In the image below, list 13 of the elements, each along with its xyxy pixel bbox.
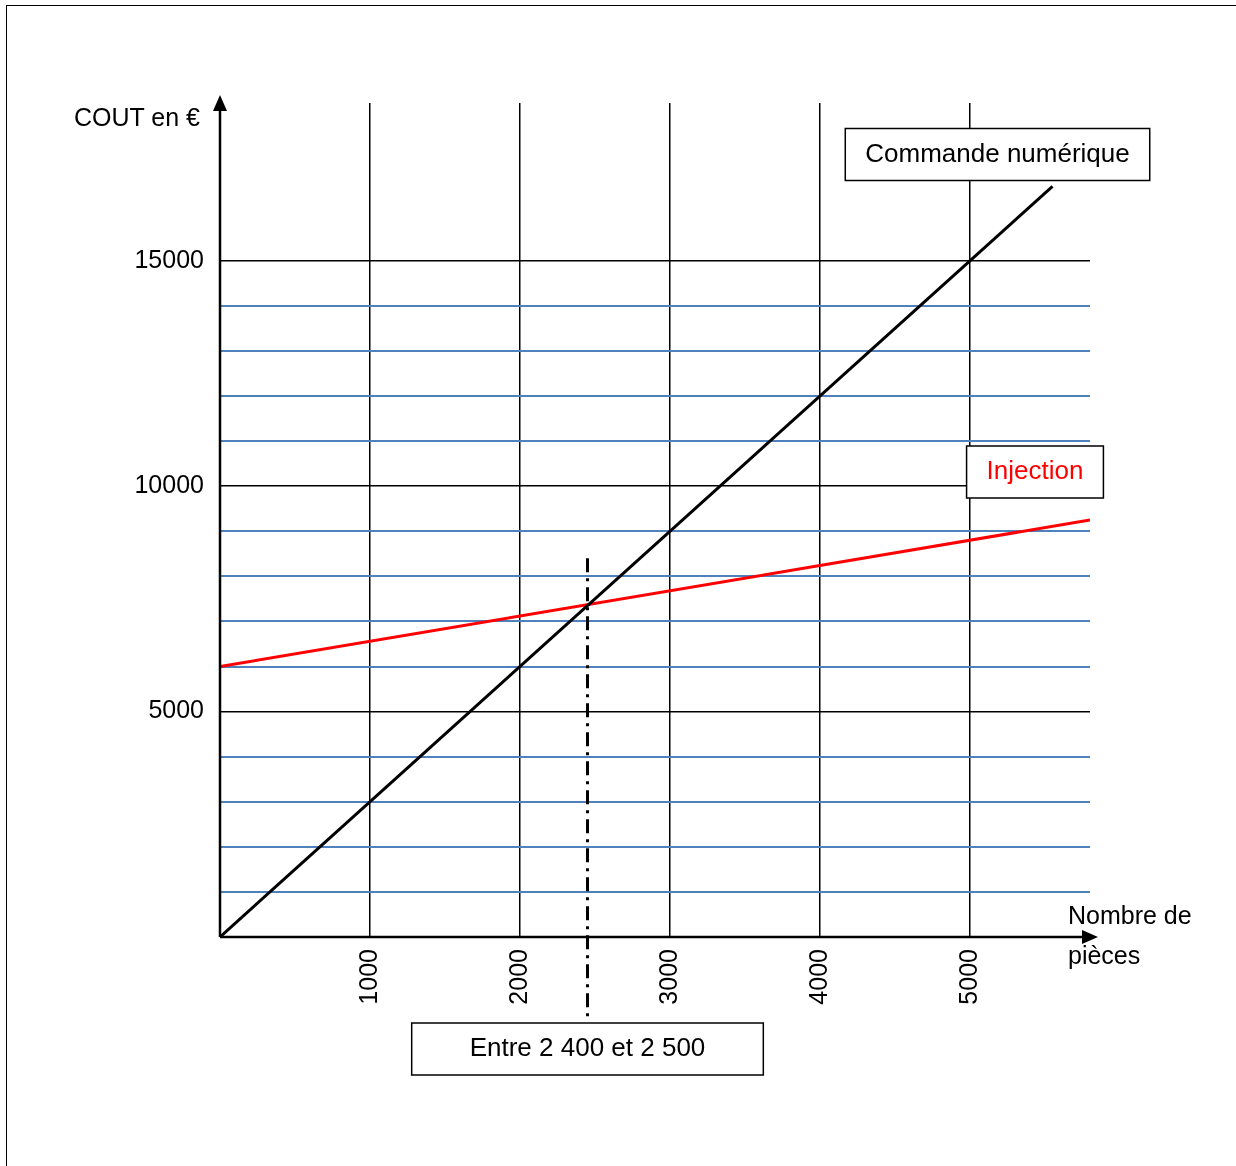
ref-line-label: Entre 2 400 et 2 500 xyxy=(469,1032,706,1063)
x-tick-label: 2000 xyxy=(503,949,532,1005)
x-tick-label: 5000 xyxy=(953,949,982,1005)
series-label: Injection xyxy=(986,455,1084,486)
x-tick-label: 3000 xyxy=(653,949,682,1005)
x-tick-label: 1000 xyxy=(353,949,382,1005)
y-tick-label: 5000 xyxy=(148,695,204,724)
y-axis-title: COUT en € xyxy=(74,102,201,131)
text: Commande numérique xyxy=(865,137,1130,168)
y-tick-label: 10000 xyxy=(134,470,204,499)
x-tick-label: 4000 xyxy=(803,949,832,1005)
x-axis-title: Nombre de pièces xyxy=(1068,900,1192,969)
y-tick-label: 15000 xyxy=(134,244,204,273)
